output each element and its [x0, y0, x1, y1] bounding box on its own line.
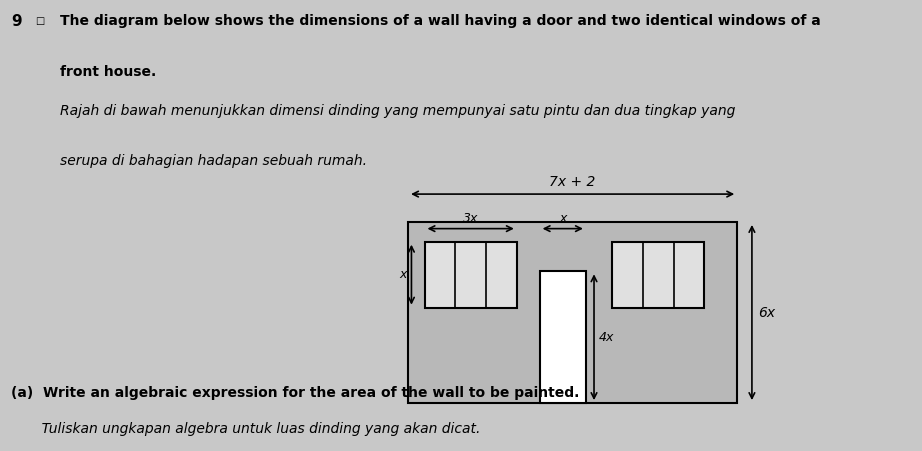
Text: 7x + 2: 7x + 2 — [550, 175, 596, 189]
Bar — [612, 242, 704, 308]
Text: x: x — [399, 268, 407, 281]
Bar — [425, 242, 516, 308]
Text: 9: 9 — [11, 14, 22, 28]
Text: serupa di bahagian hadapan sebuah rumah.: serupa di bahagian hadapan sebuah rumah. — [60, 153, 367, 168]
Bar — [539, 272, 585, 403]
Text: 3x: 3x — [463, 212, 479, 226]
Text: 6x: 6x — [758, 305, 775, 319]
Text: The diagram below shows the dimensions of a wall having a door and two identical: The diagram below shows the dimensions o… — [60, 14, 821, 28]
Text: □: □ — [35, 16, 44, 26]
Bar — [408, 222, 737, 403]
Text: x: x — [559, 212, 566, 226]
Text: front house.: front house. — [60, 65, 156, 79]
Text: Tuliskan ungkapan algebra untuk luas dinding yang akan dicat.: Tuliskan ungkapan algebra untuk luas din… — [11, 422, 480, 436]
Text: Rajah di bawah menunjukkan dimensi dinding yang mempunyai satu pintu dan dua tin: Rajah di bawah menunjukkan dimensi dindi… — [60, 104, 736, 118]
Text: 4x: 4x — [599, 331, 614, 344]
Text: (a)  Write an algebraic expression for the area of the wall to be painted.: (a) Write an algebraic expression for th… — [11, 386, 579, 400]
